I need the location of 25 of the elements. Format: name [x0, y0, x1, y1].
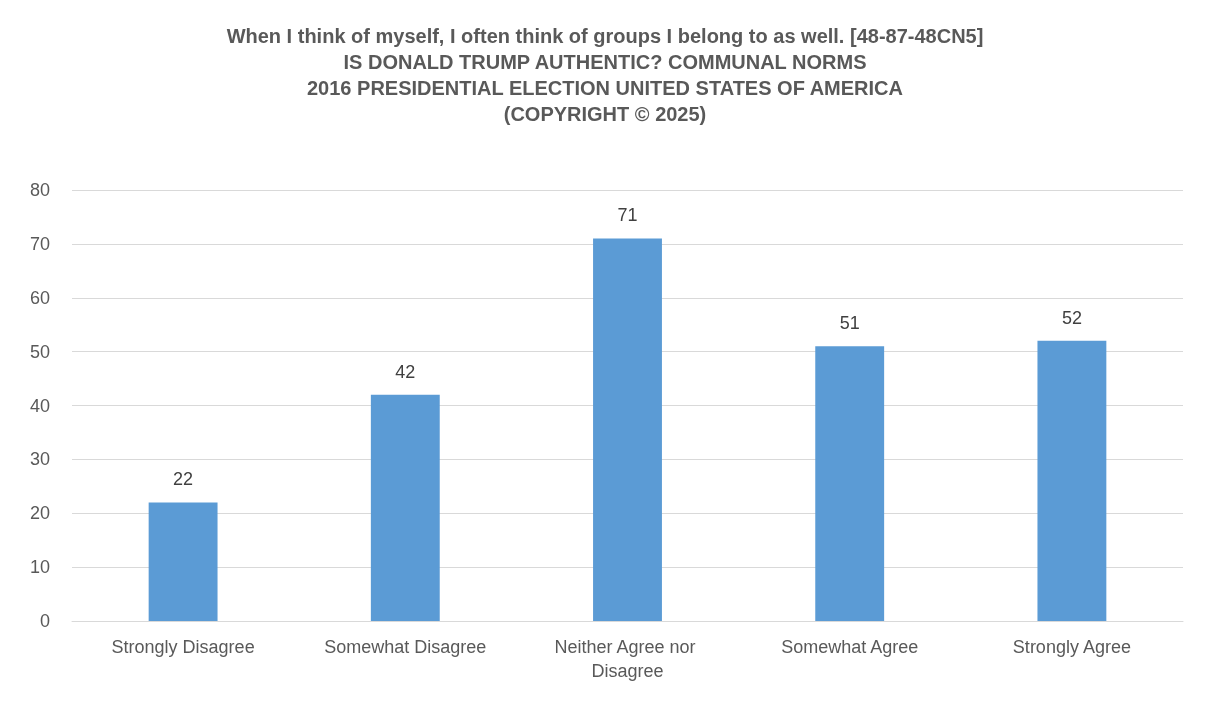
bar — [1037, 340, 1107, 621]
x-tick-label: Neither Agree nor Disagree — [554, 637, 701, 681]
y-tick-label: 70 — [29, 233, 50, 254]
bar — [370, 394, 440, 621]
y-tick-label: 80 — [29, 180, 50, 200]
data-label: 22 — [173, 469, 194, 490]
y-tick-label: 60 — [29, 287, 50, 308]
x-tick-label: Strongly Disagree — [111, 637, 255, 657]
y-tick-label: 50 — [29, 341, 50, 362]
data-label: 52 — [1061, 307, 1082, 328]
x-tick-label: Somewhat Agree — [781, 637, 919, 657]
bar — [148, 502, 218, 621]
chart-title: When I think of myself, I often think of groups I belong to as well. [48-87-48CN5] IS DONALD TRUMP AUTHENTIC? COMMUNAL NORMS 2016 PRESIDENTIAL ELECTION UNITED STATES OF AMERICA (COPYRIGHT © 2025) — [226, 25, 984, 125]
y-tick-label: 30 — [29, 449, 50, 470]
bar — [593, 238, 662, 621]
y-tick-label: 20 — [29, 503, 50, 524]
bar — [815, 346, 885, 621]
x-tick-label: Strongly Agree — [1012, 637, 1131, 657]
y-tick-label: 40 — [29, 395, 50, 416]
y-tick-label: 10 — [29, 557, 50, 578]
data-label: 42 — [395, 361, 416, 382]
data-label: 71 — [617, 205, 638, 226]
y-tick-label: 0 — [39, 611, 50, 631]
x-tick-label: Somewhat Disagree — [324, 637, 487, 657]
data-label: 51 — [839, 313, 860, 334]
